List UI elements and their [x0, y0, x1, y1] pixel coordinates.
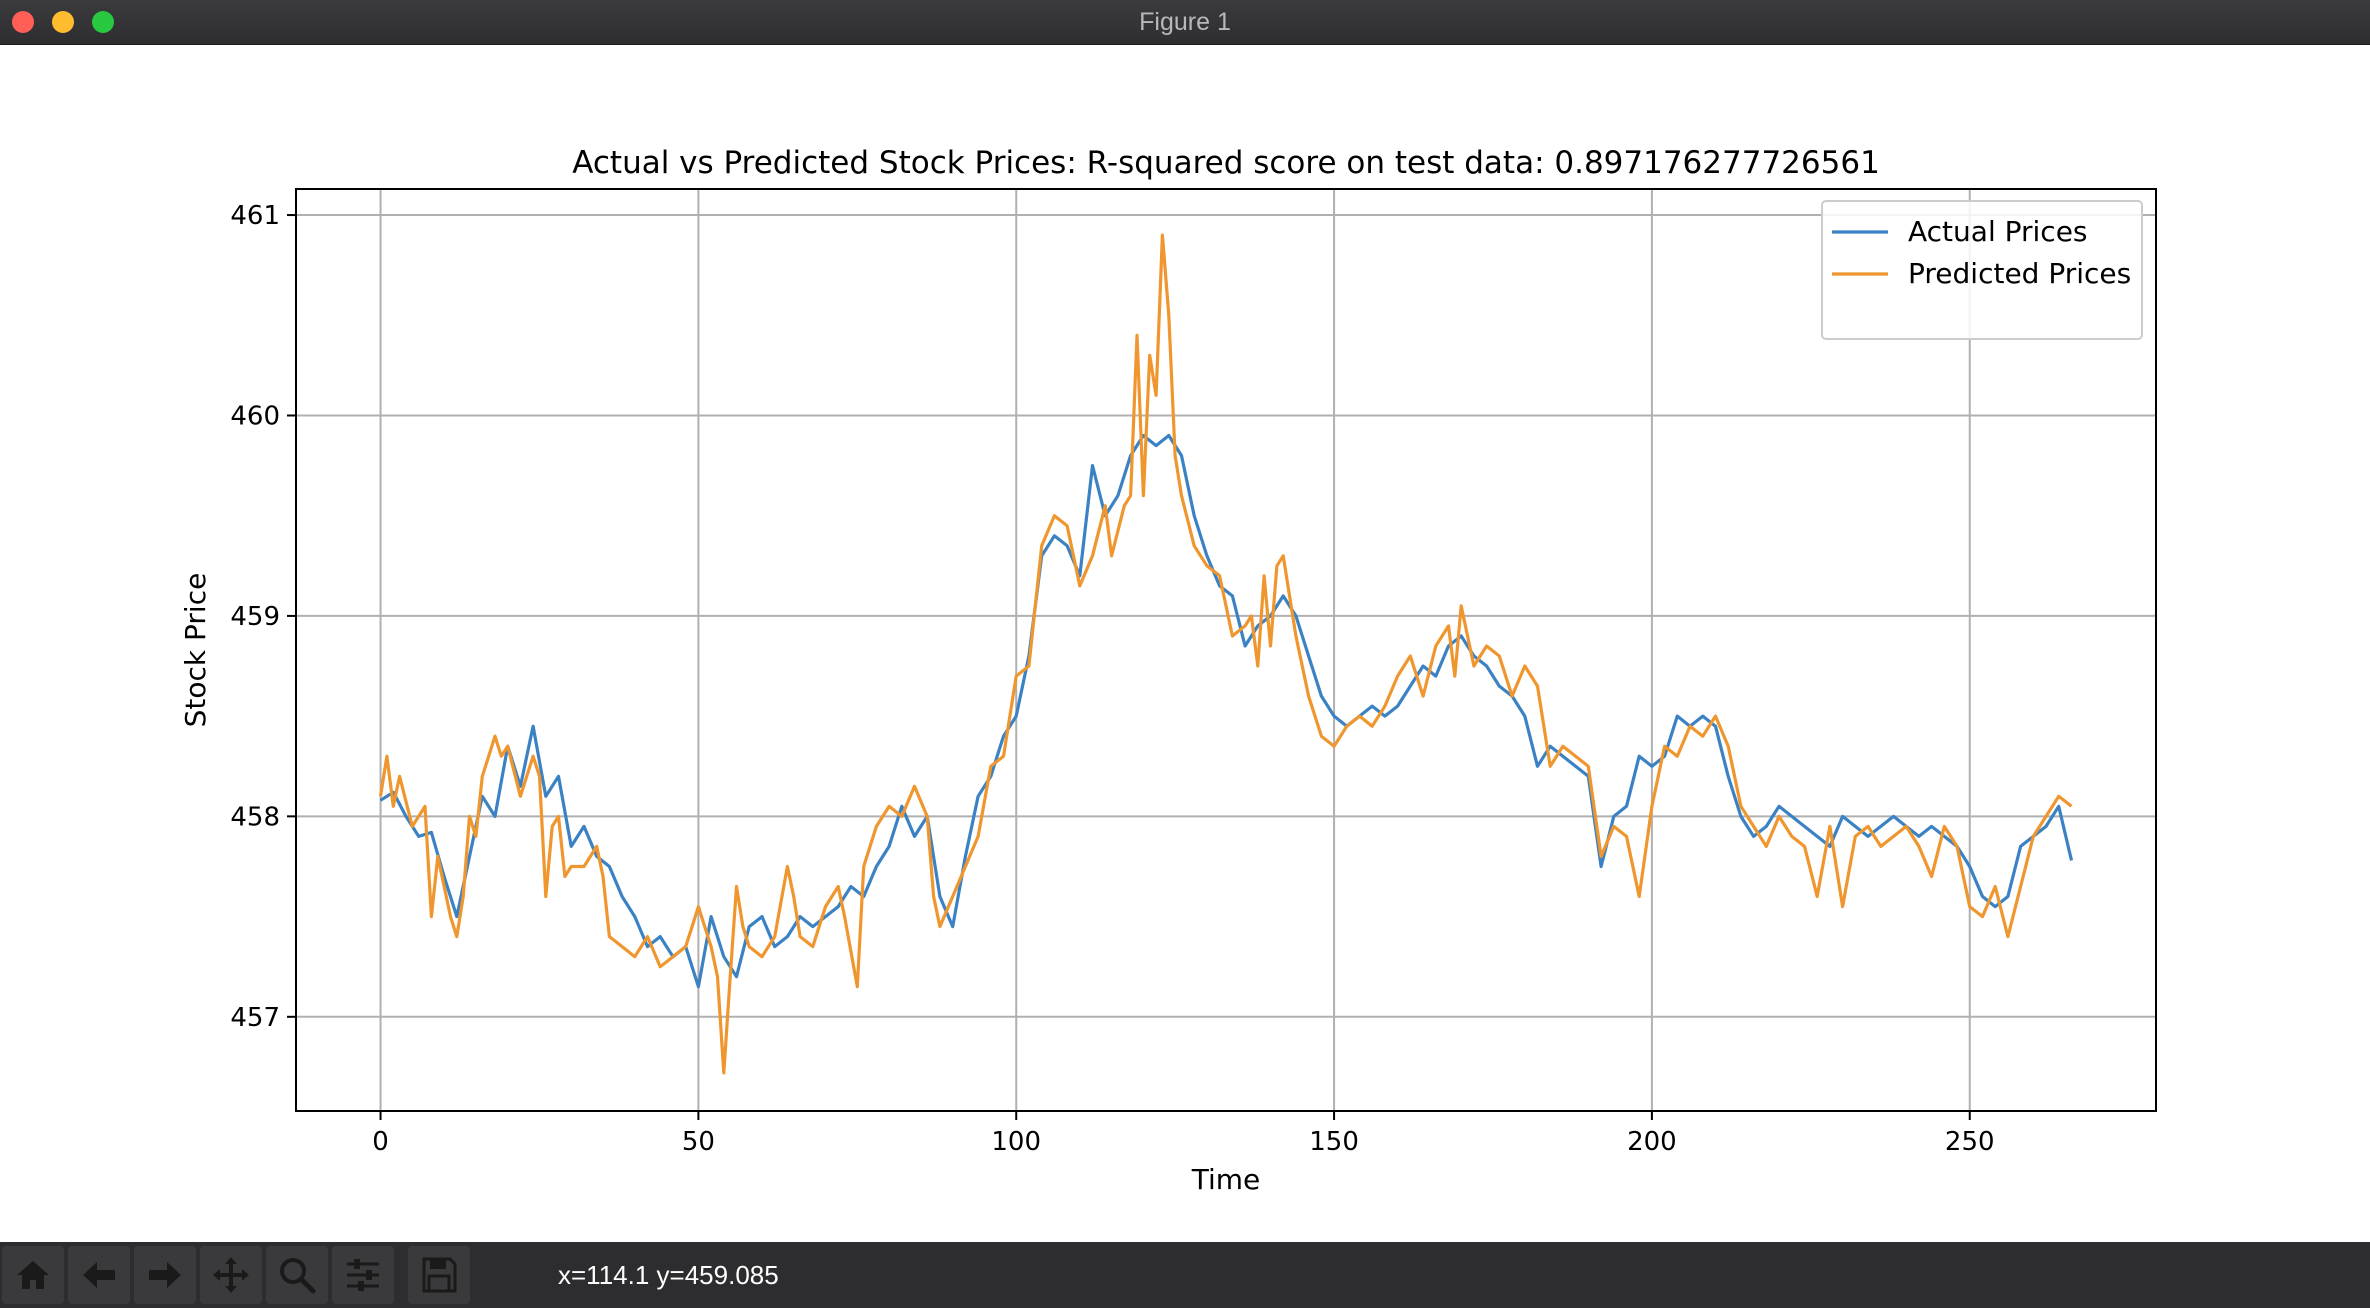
y-axis-label: Stock Price	[179, 573, 212, 728]
predicted-prices-line	[378, 233, 2073, 1075]
forward-arrow-icon	[149, 1262, 181, 1288]
y-tick-label: 460	[230, 401, 280, 431]
legend-box	[1821, 200, 2143, 340]
figure-toolbar: x=114.1 y=459.085	[0, 1242, 2370, 1308]
pan-button[interactable]	[200, 1246, 262, 1304]
plot-frame	[295, 188, 2157, 1112]
configure-subplots-button[interactable]	[332, 1246, 394, 1304]
x-tick-label: 50	[682, 1127, 715, 1157]
x-axis-label: Time	[1191, 1163, 1261, 1196]
x-tick-label: 200	[1627, 1127, 1677, 1157]
save-button[interactable]	[408, 1246, 470, 1304]
configure-subplots-icon	[347, 1259, 379, 1291]
x-tick-label: 150	[1309, 1127, 1359, 1157]
chart-title: Actual vs Predicted Stock Prices: R-squa…	[572, 145, 1880, 181]
figure-canvas[interactable]: 0 50 100 150 200 250 457 458 459 460 461 Actual vs …	[0, 45, 2370, 1242]
forward-button[interactable]	[134, 1246, 196, 1304]
save-icon	[422, 1257, 457, 1293]
actual-prices-line	[379, 433, 2074, 989]
legend-label-predicted: Predicted Prices	[1908, 257, 2131, 290]
x-tick-label: 250	[1945, 1127, 1995, 1157]
y-tick-label: 459	[230, 602, 280, 632]
maximize-window-button[interactable]	[92, 11, 114, 33]
minimize-window-button[interactable]	[52, 11, 74, 33]
window-titlebar: Figure 1	[0, 0, 2370, 45]
x-tick-label: 100	[991, 1127, 1041, 1157]
zoom-button[interactable]	[266, 1246, 328, 1304]
home-icon	[17, 1261, 49, 1289]
close-window-button[interactable]	[12, 11, 34, 33]
back-arrow-icon	[83, 1262, 115, 1288]
home-button[interactable]	[2, 1246, 64, 1304]
y-tick-label: 457	[230, 1003, 280, 1033]
line-chart: 0 50 100 150 200 250 457 458 459 460 461 Actual vs …	[179, 145, 2157, 1196]
pan-icon	[213, 1257, 249, 1293]
y-tick-label: 458	[230, 802, 280, 832]
back-button[interactable]	[68, 1246, 130, 1304]
zoom-icon	[280, 1258, 316, 1294]
x-tick-label: 0	[372, 1127, 389, 1157]
y-tick-label: 461	[230, 201, 280, 231]
cursor-coordinates: x=114.1 y=459.085	[558, 1260, 779, 1290]
legend-label-actual: Actual Prices	[1908, 215, 2088, 248]
window-title: Figure 1	[1139, 8, 1231, 36]
